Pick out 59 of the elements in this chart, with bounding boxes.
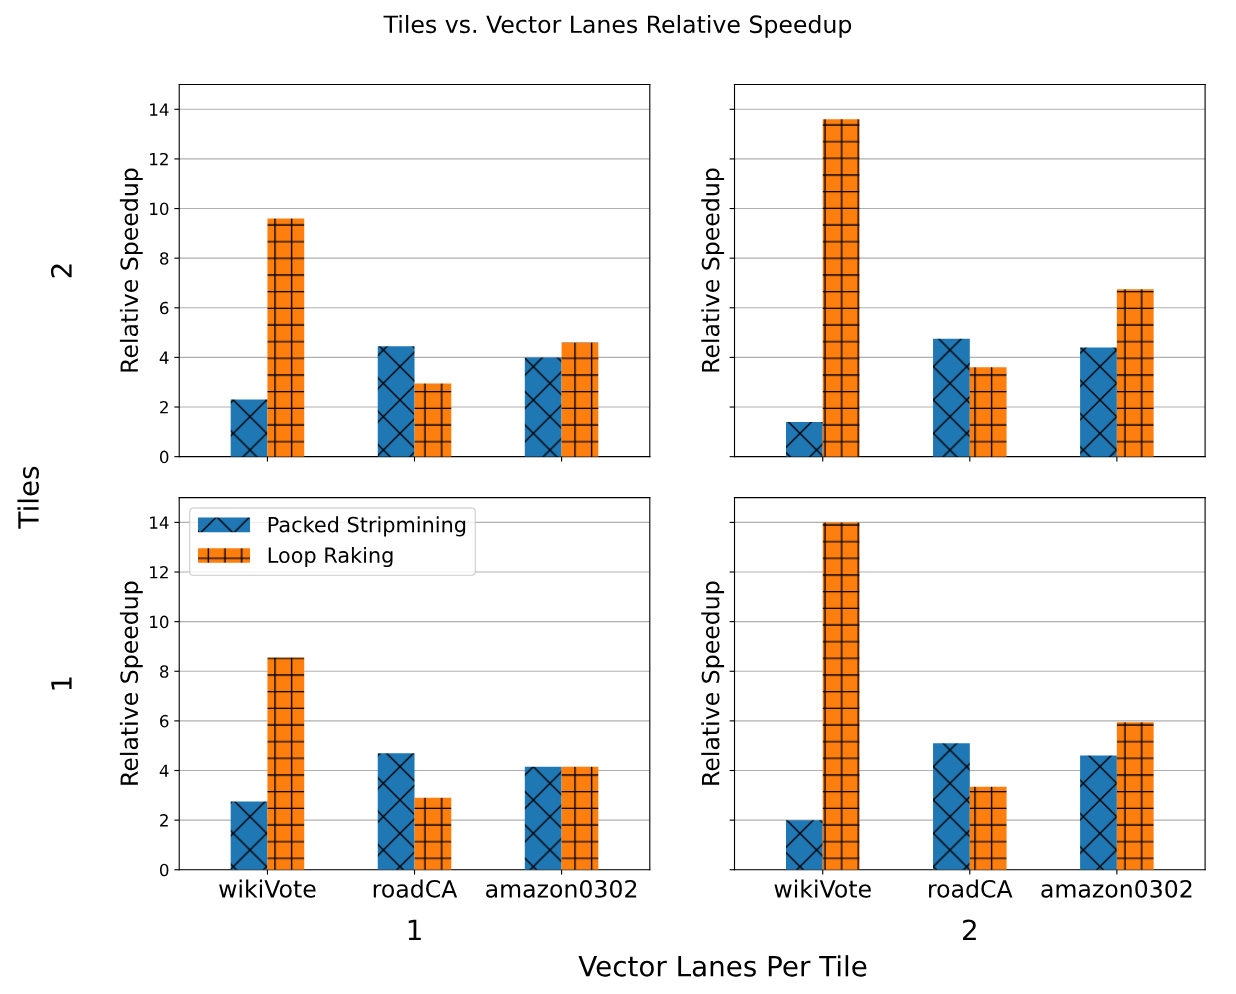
bar bbox=[1116, 289, 1154, 457]
bar bbox=[377, 753, 415, 870]
y-axis-title: Relative Speedup bbox=[701, 168, 725, 372]
x-tick-label: amazon0302 bbox=[486, 879, 637, 898]
bar bbox=[230, 399, 268, 457]
x-axis-title: 1 bbox=[408, 919, 421, 941]
y-tick-label: 0 bbox=[159, 863, 169, 877]
y-tick-label: 8 bbox=[160, 252, 169, 265]
bar bbox=[561, 342, 599, 457]
bar bbox=[267, 657, 305, 870]
y-tick-label: 6 bbox=[160, 301, 169, 315]
x-tick-label: wikiVote bbox=[774, 879, 871, 898]
x-tick-label: roadCA bbox=[929, 879, 1013, 898]
y-tick-label: 0 bbox=[159, 450, 169, 464]
legend-label: Loop Raking bbox=[268, 546, 393, 568]
y-tick-label: 14 bbox=[150, 103, 169, 116]
bar bbox=[1080, 347, 1117, 457]
bar bbox=[933, 338, 970, 457]
y-axis-title: Relative Speedup bbox=[119, 581, 143, 785]
x-axis-title: 2 bbox=[963, 919, 976, 941]
y-tick-label: 10 bbox=[150, 202, 169, 216]
bar bbox=[267, 218, 305, 457]
bar bbox=[1080, 755, 1117, 870]
y-tick-label: 4 bbox=[159, 764, 169, 777]
y-axis-title: Relative Speedup bbox=[701, 581, 725, 785]
y-tick-label: 6 bbox=[160, 714, 169, 728]
legend-label: Packed Stripmining bbox=[268, 516, 466, 537]
text: 1 bbox=[51, 677, 72, 690]
y-tick-label: 2 bbox=[160, 400, 168, 414]
x-tick-label: roadCA bbox=[373, 879, 458, 898]
bar bbox=[1116, 722, 1154, 870]
bar bbox=[933, 743, 970, 870]
bar bbox=[414, 797, 452, 870]
bar bbox=[785, 820, 823, 870]
text: 2 bbox=[50, 264, 72, 278]
bar bbox=[785, 421, 823, 457]
y-tick-label: 4 bbox=[159, 351, 169, 364]
bar bbox=[822, 522, 860, 870]
y-tick-label: 12 bbox=[150, 565, 168, 579]
y-tick-label: 12 bbox=[150, 152, 168, 166]
bar bbox=[414, 383, 452, 457]
bar bbox=[969, 367, 1007, 457]
y-tick-label: 14 bbox=[150, 516, 169, 529]
x-tick-label: amazon0302 bbox=[1041, 879, 1192, 898]
bar bbox=[822, 119, 860, 457]
y-tick-label: 8 bbox=[160, 665, 169, 678]
text: Vector Lanes Per Tile bbox=[578, 955, 867, 977]
text: Tiles bbox=[17, 466, 39, 529]
bar bbox=[524, 357, 562, 457]
bar bbox=[524, 766, 562, 870]
bar bbox=[377, 346, 415, 457]
x-tick-label: wikiVote bbox=[219, 879, 316, 898]
y-tick-label: 10 bbox=[150, 615, 169, 629]
y-tick-label: 2 bbox=[160, 814, 168, 827]
bar bbox=[230, 801, 268, 870]
bar bbox=[561, 766, 599, 870]
bar bbox=[969, 786, 1007, 870]
chart-title: Tiles vs. Vector Lanes Relative Speedup bbox=[383, 14, 852, 38]
y-axis-title: Relative Speedup bbox=[119, 168, 143, 372]
